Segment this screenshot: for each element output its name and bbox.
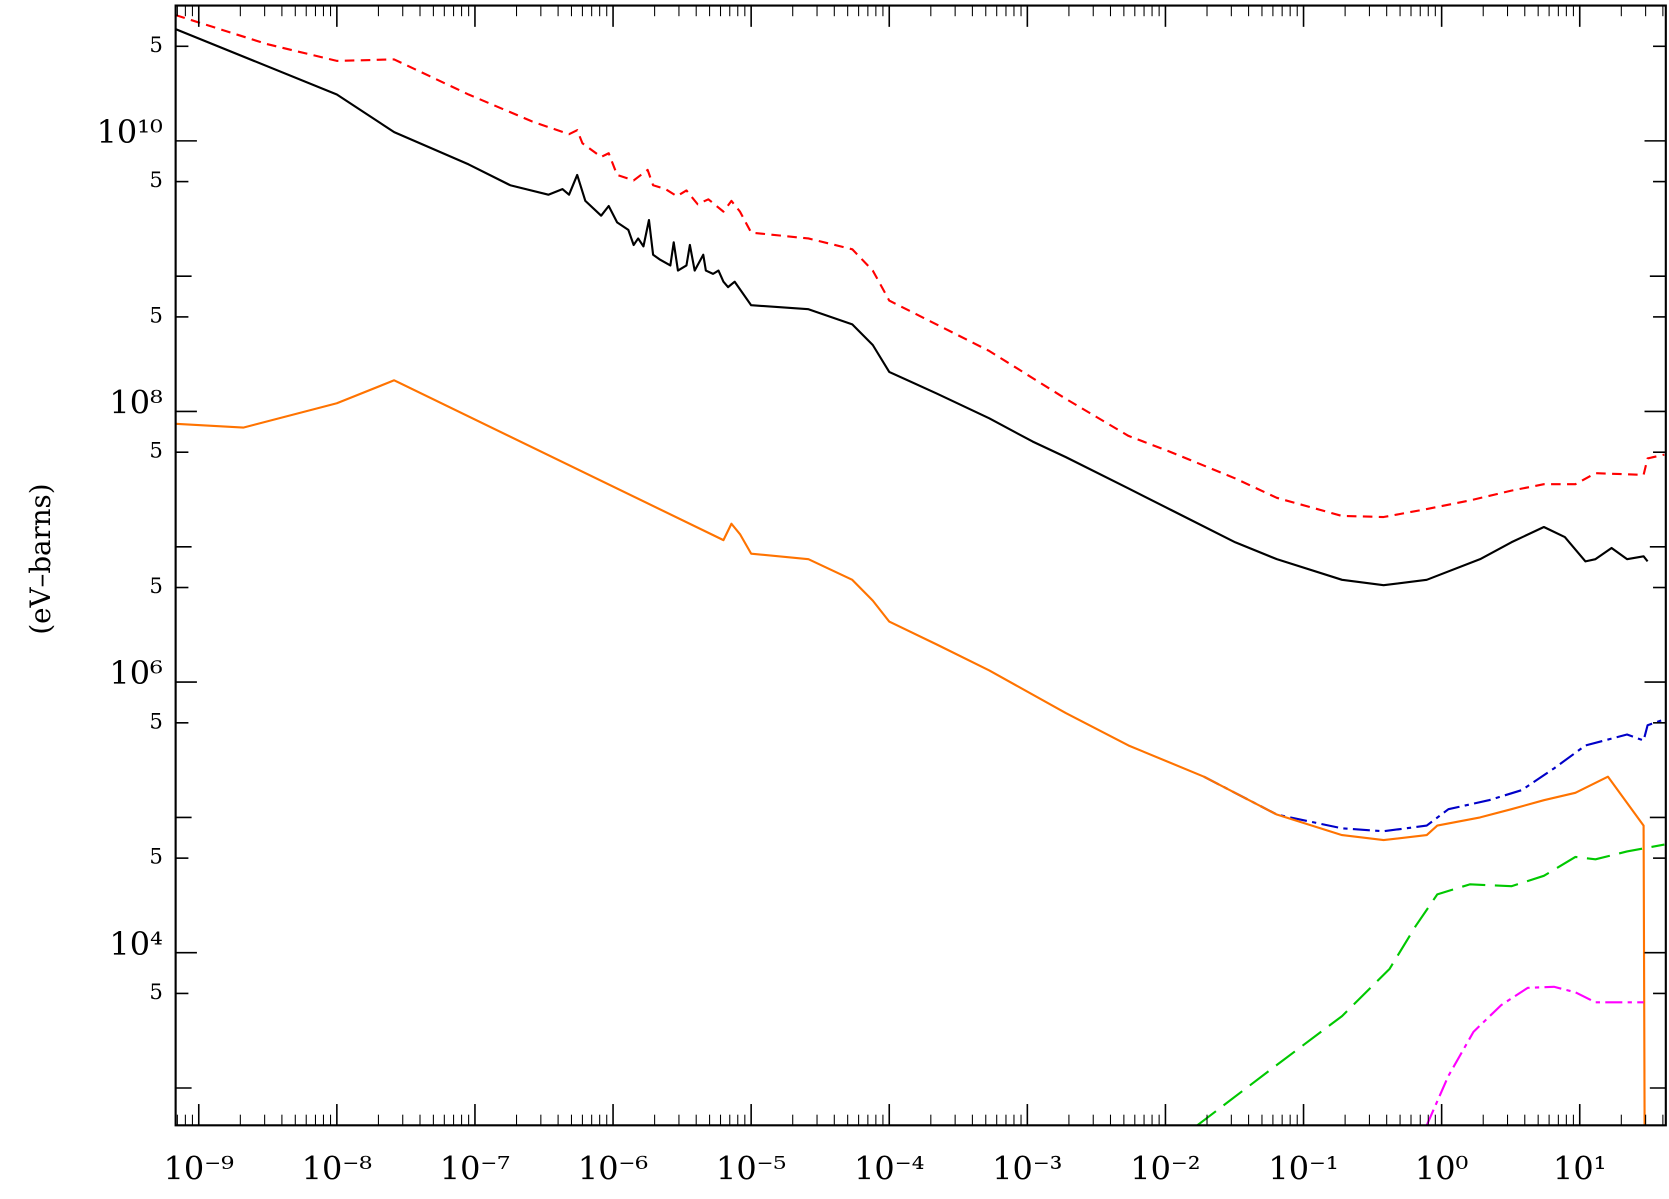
x-tick-label: 10⁻⁹	[164, 1150, 234, 1188]
x-tick-label: 10⁻³	[992, 1150, 1062, 1188]
y-tick-label: 5	[149, 168, 163, 193]
x-tick-label: 10⁻²	[1130, 1150, 1200, 1188]
x-tick-label: 10¹	[1553, 1150, 1606, 1188]
x-tick-label: 10⁻⁴	[854, 1150, 924, 1188]
y-tick-label: 10⁶	[109, 654, 162, 692]
series-line	[175, 14, 1665, 519]
y-tick-label: 5	[149, 709, 163, 734]
x-tick-label: 10⁻⁸	[302, 1150, 372, 1188]
series-line	[175, 28, 1649, 587]
y-axis-label: (eV–barns)	[24, 483, 57, 634]
y-tick-label: 10⁸	[109, 384, 162, 422]
y-tick-label: 5	[149, 574, 163, 599]
x-tick-label: 10⁻⁷	[440, 1150, 510, 1188]
series-line	[175, 379, 1646, 1126]
y-tick-label: 5	[149, 303, 163, 328]
series-line	[1196, 843, 1665, 1126]
series-line	[1425, 985, 1644, 1126]
x-tick-label: 10⁻⁵	[716, 1150, 786, 1188]
series-line	[1203, 718, 1665, 833]
plot-frame	[174, 4, 1667, 1127]
y-tick-label: 5	[149, 33, 163, 58]
y-tick-label: 5	[149, 439, 163, 464]
y-tick-label: 5	[149, 845, 163, 870]
x-tick-label: 10⁰	[1415, 1150, 1468, 1188]
y-tick-label: 5	[149, 980, 163, 1005]
y-tick-label: 10¹⁰	[97, 113, 163, 151]
x-tick-label: 10⁻⁶	[578, 1150, 648, 1188]
plot-area	[175, 14, 1665, 1126]
y-tick-label: 10⁴	[109, 925, 162, 963]
x-tick-label: 10⁻¹	[1268, 1150, 1338, 1188]
